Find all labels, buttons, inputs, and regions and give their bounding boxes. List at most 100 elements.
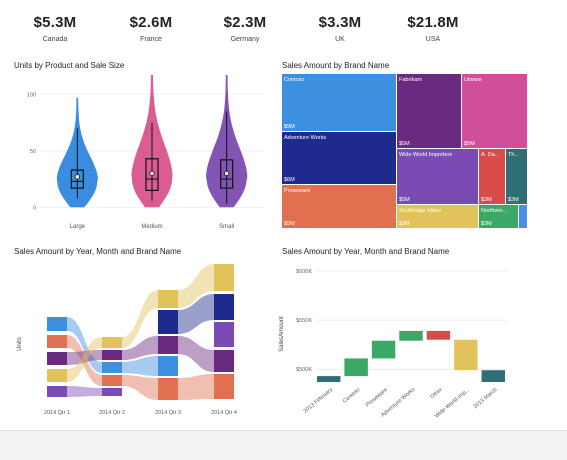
kpi-card-uk: $3.3M UK bbox=[305, 14, 375, 43]
treemap-tile-label: Litware bbox=[464, 77, 482, 83]
treemap-tile bbox=[397, 205, 478, 228]
treemap-tile-value: $5M bbox=[399, 197, 410, 203]
waterfall-bar bbox=[399, 330, 423, 341]
waterfall-chart-title: Sales Amount by Year, Month and Brand Na… bbox=[282, 247, 450, 256]
treemap-tile-label: Wide World Importers bbox=[399, 152, 452, 158]
y-tick-label: $550K bbox=[296, 318, 312, 324]
x-tick-label: Proseware bbox=[365, 387, 389, 408]
x-tick-label: Medium bbox=[141, 224, 162, 230]
ribbon-segment bbox=[47, 369, 67, 382]
treemap-tile-value: $6M bbox=[284, 177, 295, 183]
ribbon-chart[interactable]: 2014 Qtr 1 2014 Qtr 2 2014 Qtr 3 2014 Qtr 4… bbox=[5, 260, 245, 423]
x-tick-label: 2014 Qtr 1 bbox=[44, 410, 70, 416]
treemap-tile bbox=[519, 205, 527, 228]
ribbon-band bbox=[122, 375, 158, 400]
treemap-tile bbox=[282, 185, 396, 228]
waterfall-bar bbox=[454, 339, 478, 371]
violin-chart[interactable]: 0 50 100 Large Medium Small bbox=[14, 75, 274, 240]
ribbon-segment bbox=[102, 388, 122, 396]
x-tick-label: 2013 March bbox=[472, 387, 498, 410]
ribbon-segment bbox=[158, 356, 178, 376]
y-axis-label: SalesAmount bbox=[279, 316, 285, 352]
kpi-value: $3.3M bbox=[318, 14, 362, 31]
ribbon-band bbox=[122, 290, 158, 348]
treemap-tile-value: $5M bbox=[284, 221, 295, 227]
y-tick-label: $500K bbox=[296, 367, 312, 373]
treemap-tile bbox=[397, 74, 461, 148]
waterfall-bar bbox=[371, 340, 396, 359]
treemap-tile-value: $3M bbox=[508, 197, 519, 203]
box bbox=[70, 169, 84, 189]
ribbon-band bbox=[67, 317, 102, 373]
kpi-card-france: $2.6M France bbox=[116, 14, 186, 43]
ribbon-band bbox=[178, 374, 214, 400]
treemap-tile-value: $5M bbox=[464, 141, 475, 147]
treemap-chart[interactable]: Contoso $9M Adventure Works $6M Proseware $5M… bbox=[282, 74, 529, 231]
kpi-label: USA bbox=[425, 36, 441, 43]
kpi-label: France bbox=[140, 36, 162, 43]
box bbox=[220, 159, 234, 189]
mean-marker bbox=[224, 170, 230, 177]
kpi-value: $21.8M bbox=[407, 14, 459, 31]
ribbon-segment bbox=[214, 322, 234, 347]
ribbon-band bbox=[67, 350, 102, 365]
ribbon-segment bbox=[158, 310, 178, 334]
y-axis-label: Units bbox=[17, 337, 23, 351]
ribbon-band bbox=[67, 337, 102, 382]
ribbon-band bbox=[67, 386, 102, 397]
y-tick-label: $600K bbox=[296, 269, 312, 275]
treemap-tile bbox=[397, 149, 478, 204]
treemap-tile bbox=[506, 149, 527, 204]
ribbon-segment bbox=[47, 352, 67, 365]
page-tab-bar bbox=[0, 430, 567, 460]
treemap-tile-label: A. Da... bbox=[481, 152, 500, 158]
violin-chart-title: Units by Product and Sale Size bbox=[14, 61, 125, 70]
treemap-tile-value: $3M bbox=[481, 197, 492, 203]
treemap-tile-label: Th... bbox=[508, 152, 519, 158]
x-tick-label: 2014 Qtr 3 bbox=[155, 410, 181, 416]
y-tick-label: 0 bbox=[33, 205, 36, 211]
treemap-tile bbox=[282, 132, 396, 184]
treemap-tile-label: Contoso bbox=[284, 77, 305, 83]
x-tick-label: Large bbox=[70, 224, 86, 230]
kpi-value: $5.3M bbox=[33, 14, 77, 31]
treemap-tile-value: $5M bbox=[399, 141, 410, 147]
ribbon-band bbox=[178, 294, 214, 334]
treemap-tile-label: Fabrikam bbox=[399, 77, 422, 83]
treemap-tile bbox=[479, 149, 505, 204]
ribbon-band bbox=[178, 336, 214, 372]
x-tick-label: 2014 Qtr 2 bbox=[99, 410, 125, 416]
ribbon-segment bbox=[47, 386, 67, 397]
waterfall-bar bbox=[317, 376, 341, 382]
x-tick-label: Contoso bbox=[342, 387, 362, 405]
ribbon-segment bbox=[102, 337, 122, 348]
treemap-tile bbox=[462, 74, 527, 148]
treemap-tile-label: Southridge Video bbox=[399, 208, 441, 214]
ribbon-band bbox=[67, 335, 102, 386]
ribbon-segment bbox=[214, 294, 234, 320]
treemap-title: Sales Amount by Brand Name bbox=[282, 61, 390, 70]
ribbon-segment bbox=[158, 336, 178, 354]
treemap-tile-value: $9M bbox=[284, 124, 295, 130]
treemap-tile-label: Northwin... bbox=[481, 208, 508, 214]
ribbon-segment bbox=[102, 350, 122, 360]
ribbon-segment bbox=[214, 350, 234, 372]
waterfall-bar bbox=[426, 330, 451, 340]
treemap-tile-value: $3M bbox=[399, 221, 410, 227]
treemap-tile bbox=[479, 205, 518, 228]
treemap-tile-label: Adventure Works bbox=[284, 135, 326, 141]
kpi-label: UK bbox=[335, 36, 345, 43]
ribbon-segment bbox=[47, 335, 67, 348]
ribbon-chart-title: Sales Amount by Year, Month and Brand Na… bbox=[14, 247, 182, 256]
waterfall-chart[interactable]: $500K $550K $600K 2013 February Contoso Prose… bbox=[275, 260, 525, 423]
x-tick-label: 2013 February bbox=[303, 387, 334, 415]
ribbon-segment bbox=[158, 378, 178, 400]
waterfall-bar bbox=[344, 358, 368, 377]
kpi-value: $2.3M bbox=[223, 14, 267, 31]
treemap-tile-value: $3M bbox=[481, 221, 492, 227]
treemap-tile-label: Proseware bbox=[284, 188, 310, 194]
mean-marker bbox=[149, 170, 155, 177]
kpi-card-usa: $21.8M USA bbox=[398, 14, 468, 43]
waterfall-bar bbox=[481, 370, 505, 382]
ribbon-segment bbox=[158, 290, 178, 308]
